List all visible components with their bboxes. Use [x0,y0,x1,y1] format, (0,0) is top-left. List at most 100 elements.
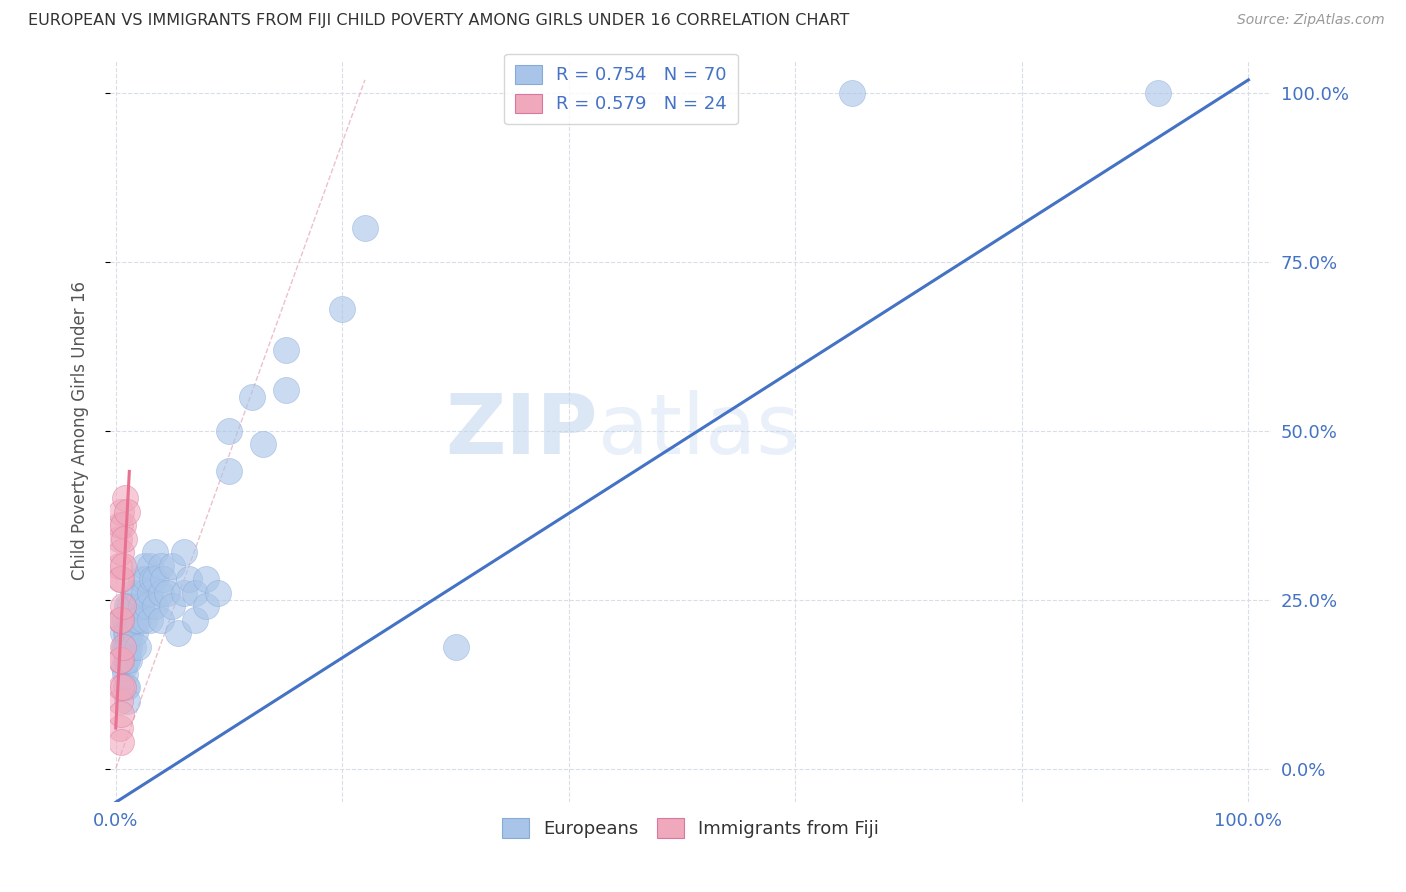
Point [108,558,131,573]
Point [115,640,138,654]
Point [114,491,136,506]
Point [195,573,218,587]
Point [115,681,138,695]
Point [110,681,132,695]
Point [129,599,152,614]
Point [111,518,134,533]
Point [115,626,138,640]
Point [111,599,134,614]
Point [138,558,160,573]
Point [152,573,174,587]
Point [108,532,131,546]
Point [110,573,132,587]
Text: EUROPEAN VS IMMIGRANTS FROM FIJI CHILD POVERTY AMONG GIRLS UNDER 16 CORRELATION : EUROPEAN VS IMMIGRANTS FROM FIJI CHILD P… [28,13,849,29]
Point [207,586,229,600]
Point [179,573,201,587]
Point [330,302,353,317]
Point [120,599,142,614]
Point [120,626,142,640]
Point [145,573,167,587]
Point [252,437,274,451]
Point [136,599,159,614]
Point [111,681,134,695]
Point [444,640,467,654]
Point [112,640,135,654]
Point [156,586,179,600]
Point [145,545,167,559]
Point [150,558,173,573]
Point [110,694,132,708]
Point [111,626,134,640]
Point [114,640,136,654]
Point [132,613,155,627]
Point [110,613,132,627]
Point [138,586,160,600]
Point [150,586,173,600]
Point [110,613,132,627]
Point [118,640,141,654]
Point [218,424,240,438]
Point [1146,87,1168,101]
Point [115,653,138,667]
Point [110,721,132,735]
Point [150,613,173,627]
Point [127,586,149,600]
Point [167,626,190,640]
Point [141,573,163,587]
Point [115,505,138,519]
Point [115,694,138,708]
Point [115,681,138,695]
Point [127,613,149,627]
Text: Source: ZipAtlas.com: Source: ZipAtlas.com [1237,13,1385,28]
Point [354,221,377,235]
Point [145,599,167,614]
Text: atlas: atlas [598,391,800,472]
Point [240,390,263,404]
Point [132,586,155,600]
Point [195,599,218,614]
Point [110,573,132,587]
Point [184,586,207,600]
Y-axis label: Child Poverty Among Girls Under 16: Child Poverty Among Girls Under 16 [72,282,89,581]
Point [111,558,134,573]
Point [115,653,138,667]
Point [110,653,132,667]
Point [110,545,132,559]
Point [118,653,141,667]
Point [122,599,145,614]
Point [124,626,146,640]
Point [110,653,132,667]
Point [125,613,148,627]
Point [110,613,132,627]
Text: ZIP: ZIP [446,391,598,472]
Point [162,599,184,614]
Point [110,707,132,722]
Point [115,626,138,640]
Point [218,465,240,479]
Point [115,599,138,614]
Point [111,640,134,654]
Point [173,586,195,600]
Point [132,558,155,573]
Point [138,613,160,627]
Point [121,586,143,600]
Point [274,343,297,357]
Point [135,573,157,587]
Point [127,640,149,654]
Point [173,545,195,559]
Point [112,532,135,546]
Point [841,87,863,101]
Point [129,573,152,587]
Point [110,505,132,519]
Legend: Europeans, Immigrants from Fiji: Europeans, Immigrants from Fiji [495,811,886,846]
Point [121,613,143,627]
Point [274,384,297,398]
Point [110,518,132,533]
Point [121,640,143,654]
Point [118,613,141,627]
Point [114,613,136,627]
Point [112,660,135,674]
Point [110,734,132,748]
Point [162,558,184,573]
Point [184,613,207,627]
